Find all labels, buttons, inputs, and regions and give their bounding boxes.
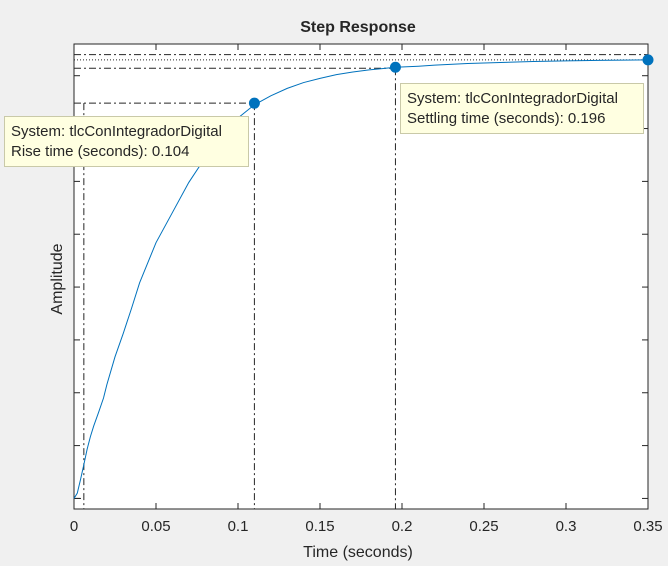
x-tick-label: 0.2 xyxy=(392,518,413,535)
rise-datatip-value: Rise time (seconds): 0.104 xyxy=(11,143,190,160)
chart-title: Step Response xyxy=(300,19,416,36)
x-tick-label: 0.3 xyxy=(556,518,577,535)
x-tick-label: 0.15 xyxy=(305,518,334,535)
marker-layer xyxy=(248,54,654,109)
x-tick-label: 0.1 xyxy=(228,518,249,535)
axis-ticks: 0 0.05 0.1 0.15 0.2 0.25 0.3 0.35 xyxy=(70,44,663,535)
final-marker[interactable] xyxy=(642,54,654,66)
x-tick-label: 0 xyxy=(70,518,78,535)
settling-datatip-system: System: tlcConIntegradorDigital xyxy=(407,90,618,107)
x-tick-label: 0.25 xyxy=(469,518,498,535)
settling-time-datatip[interactable]: System: tlcConIntegradorDigital Settling… xyxy=(400,83,644,134)
y-axis-label: Amplitude xyxy=(49,243,66,314)
settling-datatip-value: Settling time (seconds): 0.196 xyxy=(407,110,606,127)
x-axis-label: Time (seconds) xyxy=(303,544,413,561)
rise-datatip-system: System: tlcConIntegradorDigital xyxy=(11,123,222,140)
settling-marker[interactable] xyxy=(389,61,401,73)
x-tick-label: 0.35 xyxy=(633,518,662,535)
x-tick-label: 0.05 xyxy=(141,518,170,535)
rise-time-datatip[interactable]: System: tlcConIntegradorDigital Rise tim… xyxy=(4,116,249,167)
rise-marker[interactable] xyxy=(248,97,260,109)
